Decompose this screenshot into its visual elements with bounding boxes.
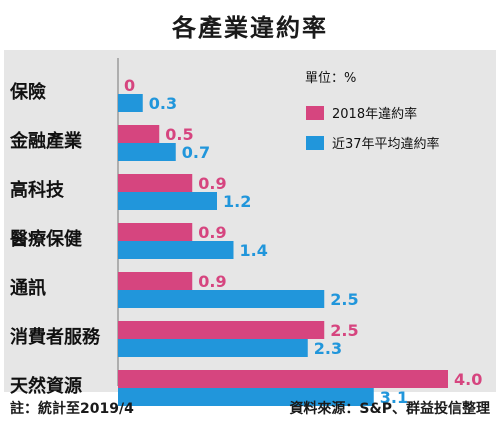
- data-label: 0.5: [165, 125, 193, 144]
- bar: [118, 272, 193, 290]
- bar: [118, 94, 143, 112]
- category-label: 醫療保健: [10, 228, 82, 250]
- chart-title: 各產業違約率: [172, 14, 328, 42]
- data-label: 0.9: [198, 174, 226, 193]
- data-label: 1.4: [240, 241, 268, 260]
- bar: [118, 125, 160, 143]
- data-label: 0: [124, 76, 135, 95]
- bar: [118, 143, 176, 161]
- data-label: 0.7: [182, 143, 210, 162]
- bar: [118, 192, 217, 210]
- category-label: 天然資源: [10, 375, 82, 397]
- data-label: 1.2: [223, 192, 251, 211]
- bar: [118, 223, 193, 241]
- category-label: 高科技: [10, 179, 65, 201]
- data-label: 2.3: [314, 339, 342, 358]
- data-label: 3.1: [380, 388, 408, 407]
- footer-note: 註：統計至2019/4: [10, 401, 134, 417]
- data-label: 4.0: [454, 370, 482, 389]
- data-label: 0.9: [198, 223, 226, 242]
- bar: [118, 321, 325, 339]
- category-label: 消費者服務: [10, 326, 101, 348]
- data-label: 2.5: [330, 321, 358, 340]
- category-label: 金融產業: [9, 130, 83, 152]
- legend-swatch: [306, 106, 324, 120]
- bar: [118, 388, 374, 406]
- bar: [118, 241, 234, 259]
- unit-label: 單位：%: [305, 71, 356, 86]
- data-label: 0.3: [149, 94, 177, 113]
- category-label: 通訊: [10, 277, 46, 299]
- legend-label: 近37年平均違約率: [332, 136, 440, 152]
- legend-swatch: [306, 136, 324, 150]
- bar: [118, 174, 193, 192]
- data-label: 0.9: [198, 272, 226, 291]
- legend-label: 2018年違約率: [332, 106, 417, 122]
- bar: [118, 370, 448, 388]
- category-label: 保險: [9, 81, 46, 103]
- footer-source: 資料來源：S&P、群益投信整理: [289, 401, 490, 417]
- data-label: 2.5: [330, 290, 358, 309]
- bar: [118, 290, 325, 308]
- bar: [118, 339, 308, 357]
